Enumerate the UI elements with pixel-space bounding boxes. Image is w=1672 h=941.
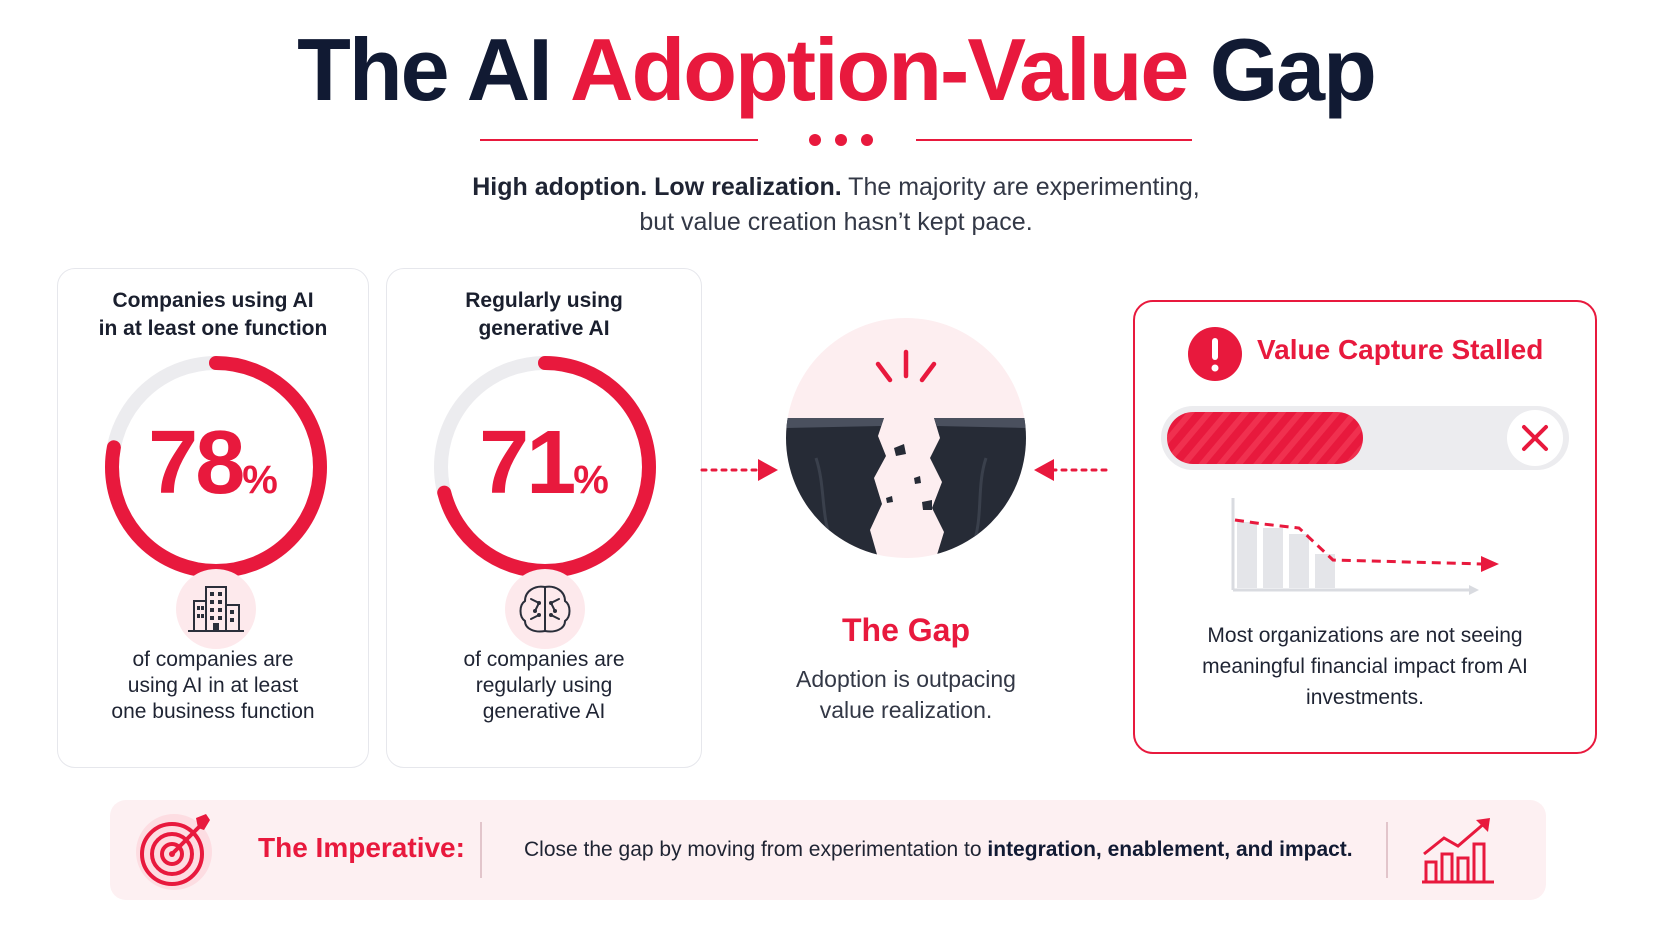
card-heading-line2: generative AI bbox=[478, 317, 610, 340]
card-desc-line3: generative AI bbox=[482, 700, 606, 723]
imperative-text: Close the gap by moving from experimenta… bbox=[524, 838, 1353, 862]
growth-chart-icon bbox=[1422, 818, 1494, 884]
stall-desc-line3: investments. bbox=[1306, 686, 1424, 709]
title-highlight: Adoption-Value bbox=[569, 20, 1189, 119]
stat-value: 71% bbox=[387, 412, 701, 515]
stall-desc-line1: Most organizations are not seeing bbox=[1207, 624, 1523, 647]
gap-desc-line1: Adoption is outpacing bbox=[796, 666, 1016, 692]
stat-unit: % bbox=[573, 458, 609, 502]
gap-title: The Gap bbox=[841, 612, 970, 648]
progress-fill bbox=[1167, 412, 1363, 464]
page-title: The AI Adoption-Value Gap bbox=[0, 20, 1672, 119]
title-part1: The AI bbox=[297, 20, 570, 119]
stall-description: Most organizations are not seeing meanin… bbox=[1165, 620, 1565, 713]
subtitle-bold: High adoption. Low realization. bbox=[472, 173, 842, 201]
arrow-left-icon bbox=[1034, 459, 1112, 481]
target-icon bbox=[136, 814, 212, 890]
card-desc-line1: of companies are bbox=[463, 648, 625, 671]
imperative-text-bold: integration, enablement, and impact. bbox=[987, 838, 1353, 861]
card-description: of companies are using AI in at least on… bbox=[58, 647, 368, 725]
card-description: of companies are regularly using generat… bbox=[387, 647, 701, 725]
stall-title: Value Capture Stalled bbox=[1257, 334, 1544, 365]
card-desc-line2: using AI in at least bbox=[127, 674, 299, 697]
stat-card-generative-ai: Regularly using generative AI 71% bbox=[386, 268, 702, 768]
gap-description: Adoption is outpacing value realization. bbox=[756, 664, 1056, 726]
card-heading: Regularly using generative AI bbox=[387, 287, 701, 343]
card-desc-line3: one business function bbox=[111, 700, 315, 723]
alert-icon bbox=[1188, 327, 1242, 381]
stall-desc-line2: meaningful financial impact from AI bbox=[1202, 655, 1528, 678]
gap-desc-line2: value realization. bbox=[819, 697, 993, 723]
stat-card-ai-function: Companies using AI in at least one funct… bbox=[57, 268, 369, 768]
brain-icon bbox=[505, 569, 585, 649]
imperative-separator bbox=[480, 822, 482, 878]
chasm-icon bbox=[786, 318, 1026, 558]
card-heading: Companies using AI in at least one funct… bbox=[58, 287, 368, 343]
imperative-label: The Imperative: bbox=[258, 832, 465, 863]
stalled-progress-bar bbox=[1161, 406, 1569, 470]
stat-unit: % bbox=[242, 458, 278, 502]
subtitle-line1: The majority are experimenting, bbox=[841, 173, 1200, 201]
stat-number: 78 bbox=[148, 413, 245, 513]
card-heading-line2: in at least one function bbox=[98, 317, 328, 340]
declining-chart-icon bbox=[1231, 498, 1499, 595]
stat-value: 78% bbox=[58, 412, 368, 515]
value-capture-card: Value Capture Stalled Most organizations… bbox=[1133, 300, 1597, 754]
card-desc-line1: of companies are bbox=[132, 648, 294, 671]
stat-number: 71 bbox=[479, 413, 576, 513]
imperative-text-plain: Close the gap by moving from experimenta… bbox=[524, 838, 988, 861]
title-part2: Gap bbox=[1187, 20, 1377, 119]
arrow-right-icon bbox=[700, 459, 778, 481]
title-divider bbox=[480, 134, 1192, 146]
card-heading-line1: Regularly using bbox=[465, 289, 623, 312]
card-heading-line1: Companies using AI bbox=[112, 289, 314, 312]
card-desc-line2: regularly using bbox=[475, 674, 613, 697]
imperative-separator bbox=[1386, 822, 1388, 878]
building-icon bbox=[176, 569, 256, 649]
subtitle-line2: but value creation hasn’t kept pace. bbox=[639, 208, 1033, 236]
subtitle: High adoption. Low realization. The majo… bbox=[336, 170, 1336, 240]
imperative-banner: The Imperative: Close the gap by moving … bbox=[110, 800, 1546, 900]
